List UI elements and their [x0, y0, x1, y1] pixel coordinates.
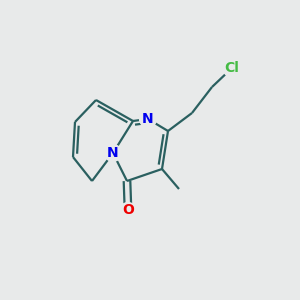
- Circle shape: [223, 59, 241, 77]
- Circle shape: [105, 145, 122, 161]
- Text: N: N: [142, 112, 154, 126]
- Text: O: O: [122, 203, 134, 217]
- Text: N: N: [107, 146, 119, 160]
- Circle shape: [121, 202, 136, 217]
- Circle shape: [140, 111, 156, 128]
- Text: Cl: Cl: [225, 61, 239, 75]
